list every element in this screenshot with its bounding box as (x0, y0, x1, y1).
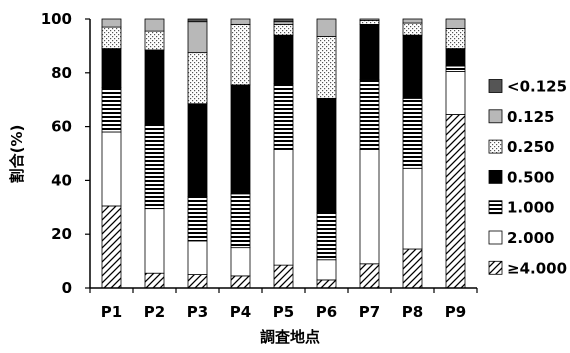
bar-segment-p7-series-3 (359, 23, 380, 80)
y-axis-title: 割合(%) (8, 125, 26, 184)
bar-segment-p6-series-2 (316, 212, 337, 261)
bar-segment-p3-series-6 (187, 18, 208, 23)
bars-layer (101, 18, 466, 289)
bar-segment-p9-series-3 (445, 48, 466, 67)
x-tick-label: P9 (445, 303, 466, 321)
legend-label: 2.000 (507, 229, 554, 247)
bar-segment-p2-series-5 (144, 18, 165, 32)
bar-segment-p3-series-4 (187, 52, 208, 105)
bar-segment-p7-series-4 (359, 19, 380, 25)
bar-segment-p8-series-5 (402, 18, 423, 24)
bar-segment-p2-series-4 (144, 30, 165, 51)
bar-segment-p3-series-3 (187, 103, 208, 197)
bar-segment-p4-series-2 (230, 193, 251, 249)
x-tick-label: P4 (230, 303, 251, 321)
bar-segment-p8-series-0 (402, 248, 423, 289)
bar-segment-p8-series-2 (402, 97, 423, 169)
legend-swatch (488, 139, 503, 154)
bar-segment-p6-series-0 (316, 279, 337, 289)
bar-segment-p6-series-4 (316, 36, 337, 99)
y-tick-label: 40 (51, 171, 72, 189)
bar-segment-p1-series-5 (101, 18, 122, 28)
bar-segment-p1-series-3 (101, 48, 122, 88)
legend-swatch (488, 169, 503, 184)
x-tick-label: P6 (316, 303, 337, 321)
bar-segment-p7-series-1 (359, 149, 380, 265)
legend-label: <0.125 (507, 78, 567, 96)
bar-segment-p2-series-0 (144, 272, 165, 289)
x-tick-label: P7 (359, 303, 380, 321)
legend-label: 0.250 (507, 138, 554, 156)
bar-segment-p3-series-1 (187, 240, 208, 275)
bar-segment-p6-series-1 (316, 259, 337, 281)
y-tick-label: 20 (51, 225, 72, 243)
bar-segment-p4-series-1 (230, 247, 251, 277)
bar-segment-p4-series-5 (230, 18, 251, 25)
bar-segment-p5-series-3 (273, 34, 294, 84)
bar-segment-p1-series-1 (101, 131, 122, 207)
bar-segment-p5-series-5 (273, 21, 294, 25)
bar-segment-p4-series-4 (230, 23, 251, 86)
bar-segment-p5-series-4 (273, 23, 294, 36)
y-tick-label: 100 (41, 10, 72, 28)
legend-swatch (488, 79, 503, 93)
bar-segment-p8-series-1 (402, 167, 423, 250)
x-tick-label: P5 (273, 303, 294, 321)
bar-segment-p1-series-2 (101, 87, 122, 133)
bar-segment-p5-series-1 (273, 149, 294, 266)
bar-segment-p8-series-4 (402, 22, 423, 36)
legend-swatch (488, 109, 503, 124)
bar-segment-p9-series-5 (445, 18, 466, 29)
bar-segment-p1-series-0 (101, 205, 122, 289)
bar-segment-p2-series-1 (144, 208, 165, 274)
bar-segment-p4-series-0 (230, 275, 251, 289)
bar-segment-p7-series-0 (359, 263, 380, 289)
bar-segment-p5-series-6 (273, 18, 294, 23)
bar-segment-p2-series-3 (144, 49, 165, 126)
y-tick-label: 60 (51, 118, 72, 136)
legend-label: ≥4.000 (507, 259, 567, 277)
bar-segment-p9-series-0 (445, 114, 466, 289)
bar-segment-p9-series-4 (445, 28, 466, 49)
legend-label: 1.000 (507, 199, 554, 217)
legend-label: 0.125 (507, 108, 554, 126)
bar-segment-p4-series-3 (230, 84, 251, 195)
bar-segment-p7-series-5 (359, 18, 380, 21)
bar-segment-p6-series-3 (316, 97, 337, 214)
bar-segment-p2-series-2 (144, 124, 165, 210)
bar-segment-p8-series-3 (402, 34, 423, 99)
bar-segment-p5-series-0 (273, 264, 294, 289)
bar-segment-p7-series-2 (359, 79, 380, 150)
x-tick-label: P1 (101, 303, 122, 321)
bar-segment-p9-series-1 (445, 71, 466, 115)
bar-segment-p1-series-4 (101, 26, 122, 49)
legend-swatch (488, 230, 503, 245)
legend-label: 0.500 (507, 168, 554, 186)
x-axis-title: 調査地点 (260, 328, 320, 346)
y-tick-label: 0 (62, 279, 72, 297)
x-tick-label: P8 (402, 303, 423, 321)
bar-segment-p3-series-0 (187, 274, 208, 289)
axes-layer: 0 20 40 60 80 100 P1 P2 P3 P4 P5 P6 P7 P8 P9 (41, 10, 478, 321)
legend-swatch (488, 260, 503, 275)
legend: <0.125 0.125 0.250 0.500 1.000 2.000 ≥4.000 (488, 78, 567, 277)
bar-segment-p9-series-2 (445, 65, 466, 72)
x-tick-label: P3 (187, 303, 208, 321)
legend-swatch (488, 200, 503, 215)
y-tick-label: 80 (51, 64, 72, 82)
bar-segment-p3-series-2 (187, 196, 208, 242)
bar-segment-p3-series-5 (187, 21, 208, 54)
bar-segment-p6-series-5 (316, 18, 337, 37)
bar-segment-p5-series-2 (273, 83, 294, 150)
x-tick-label: P2 (144, 303, 165, 321)
